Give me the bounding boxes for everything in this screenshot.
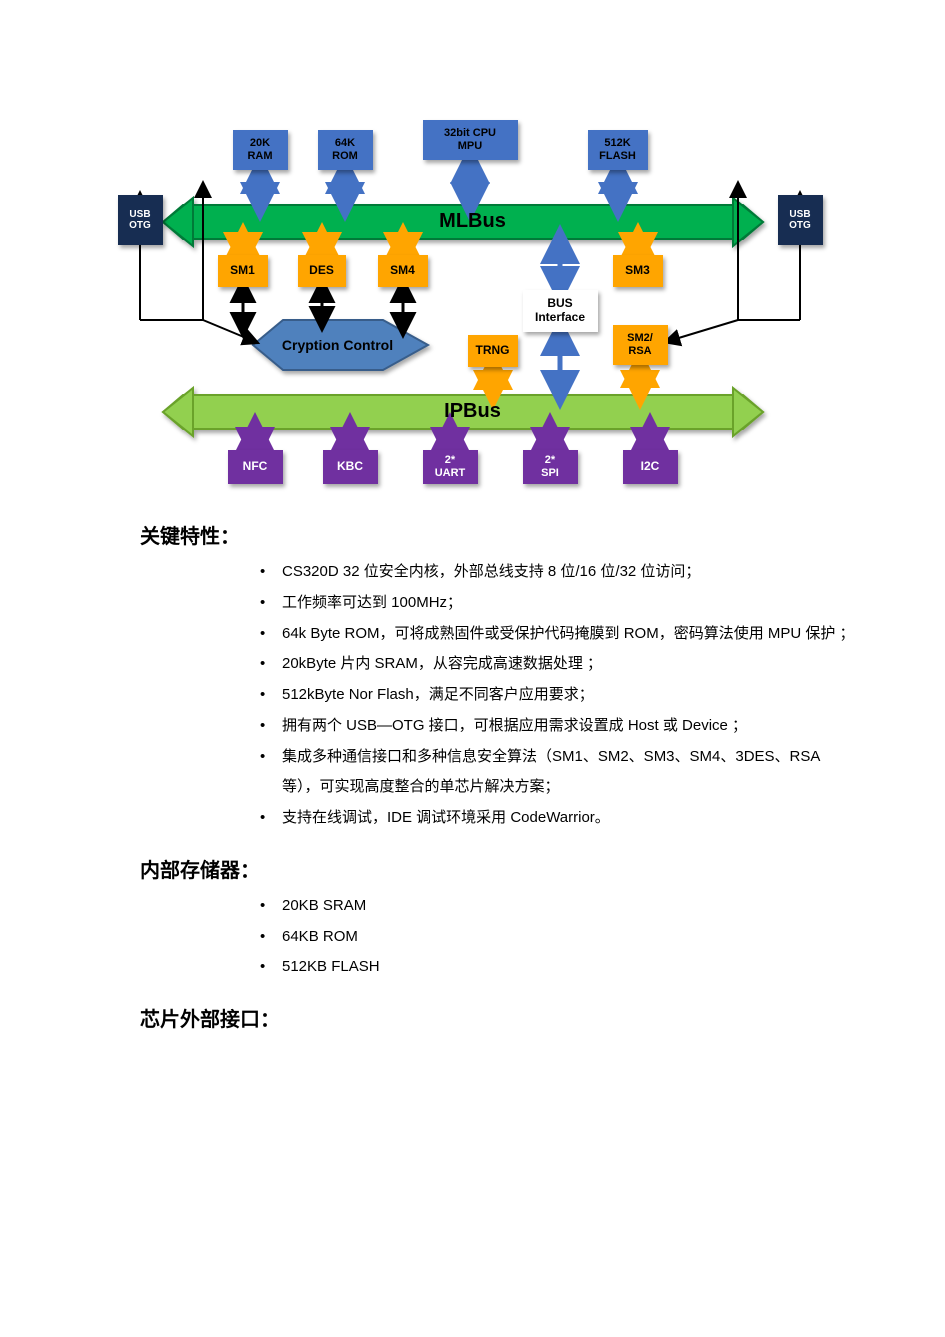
node-uart: 2* UART — [423, 450, 478, 484]
section-title-0: 关键特性： — [140, 520, 860, 549]
list-item: 20KB SRAM — [260, 891, 860, 922]
feature-list: CS320D 32 位安全内核，外部总线支持 8 位/16 位/32 位访问；工… — [140, 557, 860, 834]
node-rom: 64K ROM — [318, 130, 373, 170]
node-kbc: KBC — [323, 450, 378, 484]
node-sm2: SM2/ RSA — [613, 325, 668, 365]
node-trng: TRNG — [468, 335, 518, 367]
node-sm1: SM1 — [218, 255, 268, 287]
list-item: 64k Byte ROM，可将成熟固件或受保护代码掩膜到 ROM，密码算法使用 … — [260, 619, 860, 650]
node-ram: 20K RAM — [233, 130, 288, 170]
section-title-1: 内部存储器： — [140, 854, 860, 883]
list-item: CS320D 32 位安全内核，外部总线支持 8 位/16 位/32 位访问； — [260, 557, 860, 588]
content: 关键特性： CS320D 32 位安全内核，外部总线支持 8 位/16 位/32… — [140, 520, 860, 1032]
list-item: 支持在线调试，IDE 调试环境采用 CodeWarrior。 — [260, 803, 860, 834]
node-nfc: NFC — [228, 450, 283, 484]
diagram-svg — [123, 120, 823, 490]
list-item: 20kByte 片内 SRAM，从容完成高速数据处理 ； — [260, 649, 860, 680]
list-item: 512kByte Nor Flash，满足不同客户应用要求； — [260, 680, 860, 711]
node-busif: BUS Interface — [523, 290, 598, 332]
node-sm3: SM3 — [613, 255, 663, 287]
list-item: 工作频率可达到 100MHz； — [260, 588, 860, 619]
mlbus — [163, 198, 763, 246]
node-i2c: I2C — [623, 450, 678, 484]
node-spi: 2* SPI — [523, 450, 578, 484]
list-item: 拥有两个 USB—OTG 接口，可根据应用需求设置成 Host 或 Device… — [260, 711, 860, 742]
cryption-control-label: Cryption Control — [263, 320, 413, 370]
ipbus — [163, 388, 763, 436]
list-item: 64KB ROM — [260, 922, 860, 953]
node-cpu: 32bit CPU MPU — [423, 120, 518, 160]
node-usb-l: USB OTG — [118, 195, 163, 245]
list-item: 集成多种通信接口和多种信息安全算法（SM1、SM2、SM3、SM4、3DES、R… — [260, 742, 860, 804]
list-item: 512KB FLASH — [260, 952, 860, 983]
section-title-2: 芯片外部接口： — [140, 1003, 860, 1032]
node-flash: 512K FLASH — [588, 130, 648, 170]
architecture-diagram: MLBus IPBus Cryption Control 20K RAM64K … — [123, 120, 823, 490]
node-usb-r: USB OTG — [778, 195, 823, 245]
memory-list: 20KB SRAM64KB ROM512KB FLASH — [140, 891, 860, 983]
node-sm4: SM4 — [378, 255, 428, 287]
purple-arrows — [255, 432, 650, 447]
node-des: DES — [298, 255, 346, 287]
